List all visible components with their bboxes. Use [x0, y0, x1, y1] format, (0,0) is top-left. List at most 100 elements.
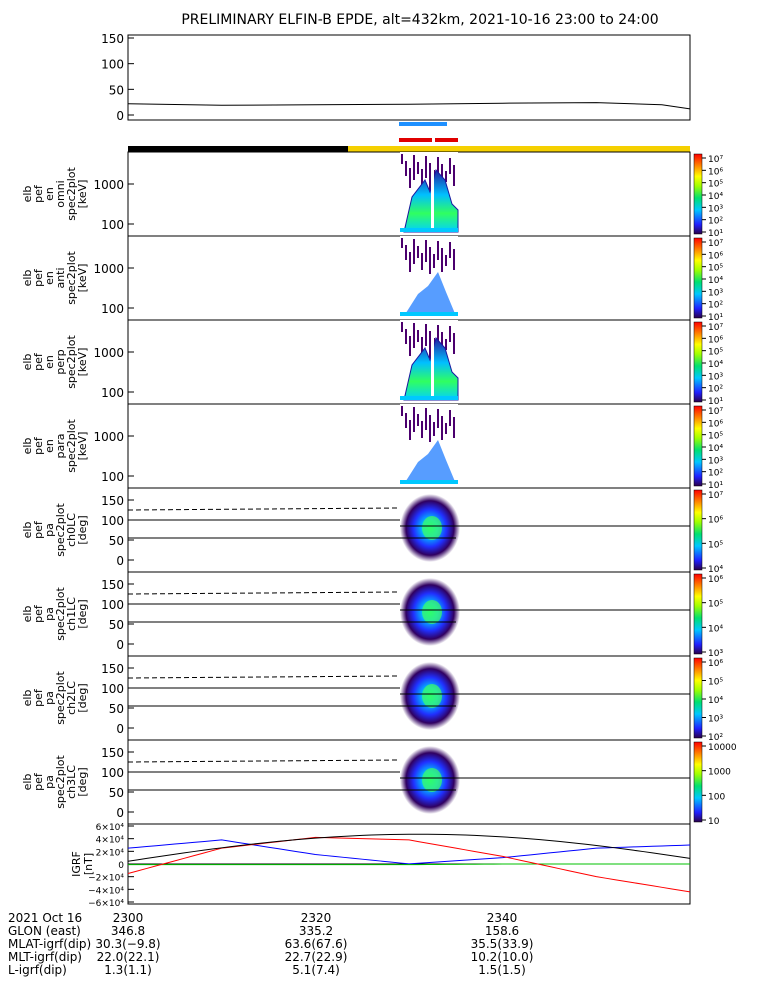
colorbar-tick-label: 10⁵	[708, 264, 723, 274]
ylabel-line: elb	[21, 522, 34, 539]
footer-cell: 5.1(7.4)	[292, 963, 340, 977]
igrf-tick-label: 2×10⁴	[96, 848, 125, 858]
colorbar-tick-label: 10³	[708, 204, 723, 214]
ytick-label: 100	[101, 766, 124, 780]
colorbar-tick-label: 10⁴	[708, 624, 723, 634]
ytick-label: 0	[116, 806, 124, 820]
spectrogram-speckle	[433, 254, 435, 268]
colorbar-tick-label: 10⁵	[708, 432, 723, 442]
colorbar-tick-label: 10²	[708, 385, 723, 395]
footer-cell: 2320	[301, 911, 332, 925]
colorbar-en_perp	[693, 321, 703, 403]
spectrogram-speckle	[449, 410, 451, 426]
ylabel-line: en	[43, 355, 56, 369]
ytick-label: 100	[101, 682, 124, 696]
spectrogram-speckle	[425, 156, 427, 178]
ylabel-line: en	[43, 187, 56, 201]
spectrogram-speckle	[453, 249, 455, 270]
spectrogram-speckle	[409, 420, 411, 440]
footer-cell: 10.2(10.0)	[471, 950, 534, 964]
orbit-status-bar-dark	[128, 146, 348, 152]
ylabel-line: [keV]	[76, 264, 89, 293]
proxy-ae-tick-label: 50	[109, 83, 124, 97]
spectrogram-speckle	[405, 329, 407, 344]
spectrogram-speckle	[441, 416, 443, 440]
ytick-label: 100	[101, 386, 124, 400]
colorbar-tick-label: 10³	[708, 715, 723, 725]
spectrogram-speckle	[421, 169, 423, 186]
spectrogram-speckle	[409, 336, 411, 356]
spectrogram-speckle	[413, 155, 415, 180]
igrf-tick-label: 6×10⁴	[96, 823, 125, 833]
spectrogram-speckle	[429, 331, 431, 358]
loss-cone-dashed	[127, 591, 401, 595]
ylabel-line: pa	[43, 607, 56, 621]
colorbar-tick-label: 10⁵	[708, 180, 723, 190]
footer-cell: L-igrf(dip)	[8, 963, 67, 977]
colorbar-tick-label: 10⁶	[708, 659, 723, 669]
igrf-series-N	[127, 839, 691, 865]
ylabel-line: pef	[32, 352, 45, 371]
footer-cell: MLAT-igrf(dip)	[8, 937, 91, 951]
colorbar-tick-label: 10³	[708, 456, 723, 466]
colorbar-tick-label: 10⁷	[708, 407, 723, 417]
igrf-tick-label: 4×10⁴	[96, 836, 125, 846]
colorbar-tick-label: 10⁴	[708, 192, 723, 202]
ytick-label: 100	[101, 598, 124, 612]
proxy-ae-frame	[127, 34, 691, 121]
ylabel-line: anti	[54, 267, 67, 288]
spectrogram-gap	[431, 156, 434, 232]
colorbar-tick-label: 10⁵	[708, 540, 723, 550]
panel-group: 1501005001000100elbpefenomnispec2plot[ke…	[21, 32, 737, 909]
colorbar-tick-label: 10	[708, 817, 720, 827]
ylabel-line: pa	[43, 775, 56, 789]
spectrogram-speckle	[417, 162, 419, 174]
spectrogram-speckle	[417, 330, 419, 342]
colorbar-tick-label: 10⁵	[708, 600, 723, 610]
spectrogram-speckle	[449, 158, 451, 174]
ylabel-line: en	[43, 439, 56, 453]
igrf-tick-label: −6×10⁴	[88, 899, 124, 909]
ytick-label: 50	[109, 786, 124, 800]
ylabel-line: pef	[32, 184, 45, 203]
science-zone-marker-blue	[399, 122, 447, 126]
spectrogram-speckle	[445, 423, 447, 434]
igrf-ylabel: IGRF	[70, 851, 83, 877]
ylabel-line: elb	[21, 606, 34, 623]
pitch-angle-core-pa_ch1	[422, 600, 442, 624]
colorbar-tick-label: 10²	[708, 733, 723, 743]
igrf-ylabel: [nT]	[82, 853, 95, 875]
spectrogram-speckle	[405, 413, 407, 428]
colorbar-tick-label: 10⁵	[708, 348, 723, 358]
colorbar-tick-label: 10³	[708, 649, 723, 659]
spectrogram-speckle	[405, 245, 407, 260]
ylabel-line: [deg]	[76, 599, 89, 628]
ylabel-line: spec2plot	[54, 503, 67, 557]
colorbar-tick-label: 10⁶	[708, 251, 723, 261]
science-zone-marker-red-2	[435, 138, 458, 142]
ylabel-line: pef	[32, 688, 45, 707]
ylabel-line: para	[54, 434, 67, 459]
science-zone-marker-red-1	[399, 138, 432, 142]
colorbar-pa_ch1	[693, 573, 703, 655]
footer-cell: 22.7(22.9)	[285, 950, 348, 964]
colorbar-tick-label: 10²	[708, 217, 723, 227]
colorbar-tick-label: 10⁶	[708, 167, 723, 177]
colorbar-en_omni	[693, 153, 703, 235]
ylabel-line: spec2plot	[65, 167, 78, 221]
spectrogram-speckle	[425, 324, 427, 346]
spectrogram-speckle	[401, 154, 403, 164]
spectrogram-floor	[400, 228, 458, 232]
spectrogram-speckle	[445, 255, 447, 266]
colorbar-pa_ch3	[693, 741, 703, 823]
ylabel-line: elb	[21, 354, 34, 371]
colorbar-tick-label: 10¹	[708, 229, 723, 239]
ylabel-line: spec2plot	[54, 587, 67, 641]
footer-cell: 2340	[487, 911, 518, 925]
proxy-ae-tick-label: 150	[101, 32, 124, 46]
footer-cell: 35.5(33.9)	[471, 937, 534, 951]
spectrogram-speckle	[421, 253, 423, 270]
ytick-label: 150	[101, 746, 124, 760]
ytick-label: 100	[101, 514, 124, 528]
